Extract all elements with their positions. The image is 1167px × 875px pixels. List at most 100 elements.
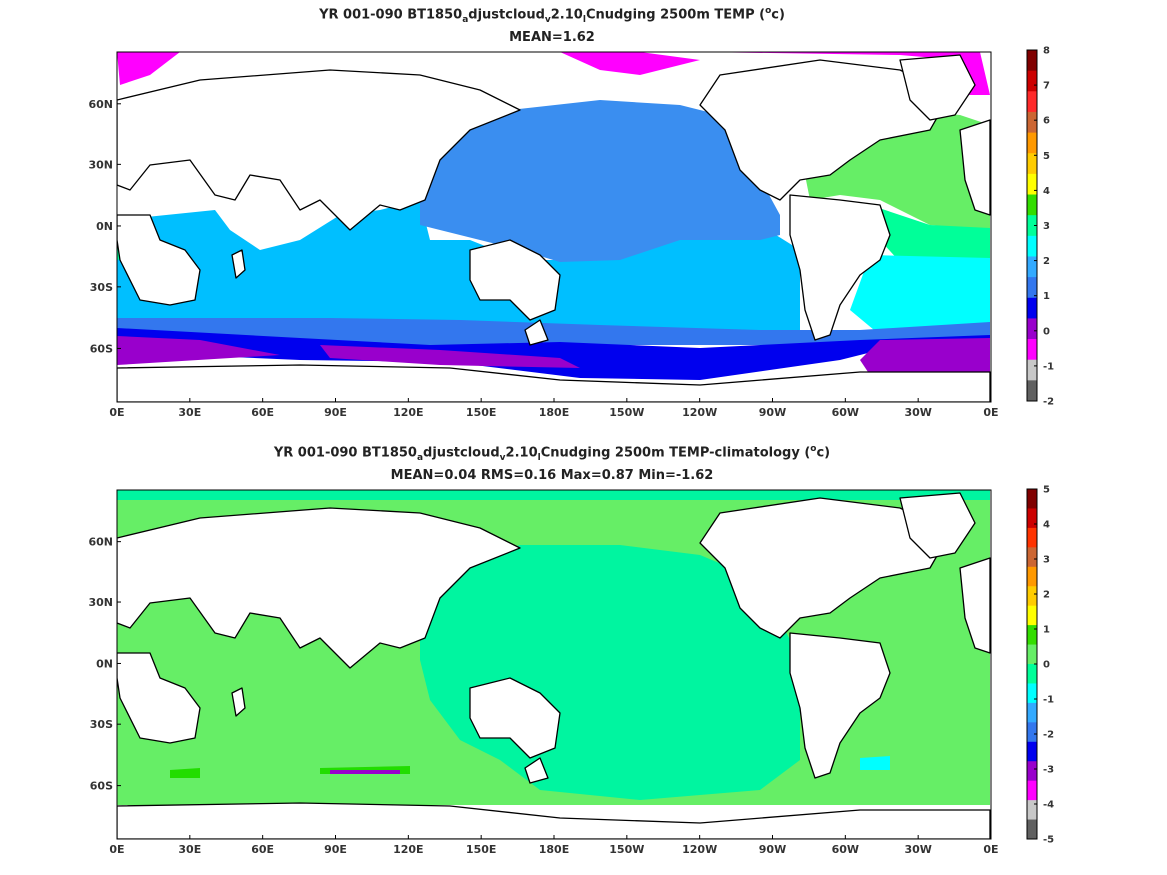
y-tick-label: 30S (90, 281, 113, 294)
colorbar-swatch (1027, 780, 1037, 801)
x-tick-label: 30W (904, 843, 931, 856)
x-tick-label: 120E (393, 406, 423, 419)
bottom-colorbar: 5 4 3 2 1 0 -1 -2 -3 -4 -5 (1026, 485, 1054, 846)
colorbar-label: 0 (1043, 326, 1050, 337)
x-tick-label: 90E (324, 406, 347, 419)
x-tick-label: 60E (251, 406, 274, 419)
y-tick-label: 30N (88, 158, 113, 171)
colorbar-swatch (1027, 527, 1037, 548)
colorbar-label: 5 (1043, 485, 1050, 496)
colorbar-swatch (1027, 741, 1037, 762)
top-antarctic-field-east (860, 338, 990, 375)
bottom-purple-patch (330, 770, 400, 774)
top-atl-north-field (800, 110, 990, 230)
top-title-sub-a: a (462, 14, 469, 25)
colorbar-swatch (1027, 70, 1037, 92)
top-new-zealand (524, 319, 549, 346)
bottom-africa (117, 652, 201, 744)
colorbar-swatch (1027, 683, 1037, 704)
colorbar-swatch (1027, 625, 1037, 646)
bottom-map-axes: 0E 30E 60E 90E 120E 150E 180E 150W 120W 90W 60W 30W… (88, 536, 998, 856)
y-tick-label: 60N (88, 98, 113, 111)
x-tick-label: 60E (251, 843, 274, 856)
x-tick-label: 0E (109, 406, 124, 419)
top-arctic-field (400, 52, 990, 95)
colorbar-swatch (1027, 644, 1037, 665)
colorbar-label: 6 (1043, 116, 1050, 127)
x-tick-label: 150W (609, 406, 644, 419)
x-tick-label: 0E (983, 843, 998, 856)
top-eurasia (117, 69, 521, 231)
colorbar-label: -1 (1043, 695, 1054, 706)
bottom-cyan-patch (860, 756, 890, 770)
colorbar-swatch (1027, 173, 1037, 196)
colorbar-swatch (1027, 297, 1037, 319)
colorbar-label: -2 (1043, 730, 1054, 741)
top-indian-field (117, 200, 800, 330)
top-antarctica (117, 364, 991, 402)
top-atl-mid-field (870, 205, 990, 262)
top-atl-south-field (850, 255, 990, 335)
colorbar-label: 3 (1043, 221, 1050, 232)
top-temperature-map (117, 52, 991, 402)
colorbar-swatch (1027, 359, 1037, 381)
colorbar-label: 2 (1043, 256, 1050, 267)
colorbar-label: 8 (1043, 46, 1050, 57)
y-tick-label: 30S (90, 718, 113, 731)
bottom-title-part: c) (816, 445, 831, 461)
y-tick-label: 30N (88, 596, 113, 609)
bottom-main-field-atl (117, 490, 990, 500)
x-tick-label: 90W (759, 406, 786, 419)
colorbar-label: -2 (1043, 397, 1054, 408)
x-tick-label: 30W (904, 406, 931, 419)
y-tick-label: 0N (96, 220, 113, 233)
colorbar-swatch (1027, 235, 1037, 257)
colorbar-label: 4 (1043, 186, 1050, 197)
x-tick-label: 120W (682, 406, 717, 419)
bottom-map-stats: MEAN=0.04 RMS=0.16 Max=0.87 Min=-1.62 (390, 468, 714, 483)
bottom-bright-patch-2 (170, 768, 200, 778)
x-tick-label: 90W (759, 843, 786, 856)
colorbar-swatch (1027, 566, 1037, 587)
top-title-part: YR 001-090 BT1850 (319, 7, 463, 23)
top-title-part: djustcloud (468, 7, 545, 23)
colorbar-swatch (1027, 339, 1037, 361)
top-south-mid-field (117, 318, 990, 345)
colorbar-label: -5 (1043, 835, 1054, 846)
bottom-title-sup-o: o (810, 444, 817, 454)
y-tick-label: 60S (90, 342, 113, 355)
top-antarctic-field (117, 336, 280, 365)
colorbar-swatch (1027, 547, 1037, 568)
top-antarctic-field-mid (320, 345, 580, 368)
colorbar-label: 7 (1043, 81, 1050, 92)
top-madagascar (231, 249, 246, 279)
bottom-australia (469, 677, 561, 759)
bottom-title-part: djustcloud (423, 445, 500, 461)
x-tick-label: 30E (178, 843, 201, 856)
x-tick-label: 90E (324, 843, 347, 856)
bottom-south-america (789, 632, 891, 779)
colorbar-swatch (1027, 800, 1037, 821)
top-europe-east (959, 119, 991, 216)
colorbar-swatch (1027, 256, 1037, 278)
colorbar-swatch (1027, 819, 1037, 840)
bottom-greenland (899, 492, 976, 559)
colorbar-label: 0 (1043, 660, 1050, 671)
colorbar-swatch (1027, 508, 1037, 529)
x-tick-label: 60W (832, 843, 859, 856)
colorbar-swatch (1027, 761, 1037, 782)
colorbar-swatch (1027, 153, 1037, 175)
bottom-title-sub-v: v (499, 452, 506, 463)
x-tick-label: 150E (466, 406, 496, 419)
bottom-map-title: YR 001-090 BT1850adjustcloudv2.10lCnudgi… (0, 444, 1104, 463)
x-tick-label: 120W (682, 843, 717, 856)
colorbar-swatch (1027, 605, 1037, 626)
top-pacific-field (420, 100, 780, 262)
y-tick-label: 60S (90, 780, 113, 793)
y-tick-label: 0N (96, 657, 113, 670)
bottom-title-part: 2.10 (505, 445, 538, 461)
x-tick-label: 0E (109, 843, 124, 856)
top-title-part: 2.10 (550, 7, 583, 23)
colorbar-label: 4 (1043, 520, 1050, 531)
